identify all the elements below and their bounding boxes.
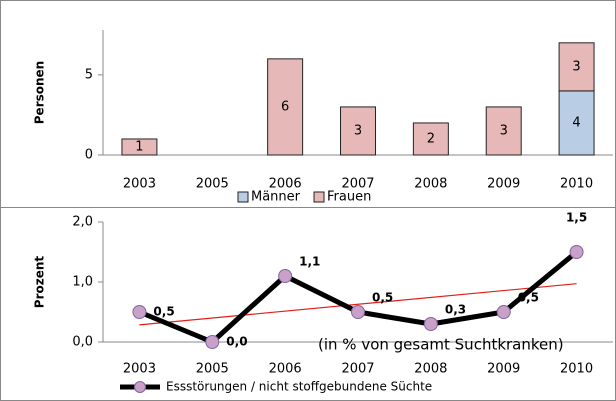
trendline bbox=[139, 283, 577, 326]
bar bbox=[485, 106, 522, 156]
data-label: 0,5 bbox=[153, 305, 174, 319]
frame-top bbox=[0, 0, 616, 208]
data-label: 1,1 bbox=[299, 255, 320, 269]
marker bbox=[205, 335, 220, 349]
marker bbox=[496, 305, 511, 319]
y-axis-label: Prozent bbox=[33, 256, 47, 309]
y-axis-label: Personen bbox=[33, 61, 47, 124]
data-label: 4 bbox=[572, 115, 580, 130]
bar bbox=[340, 106, 376, 156]
marker bbox=[569, 245, 584, 259]
x-tick-label: 2009 bbox=[487, 362, 520, 377]
bar bbox=[558, 90, 595, 156]
annotation: (in % von gesamt Suchtkranken) bbox=[318, 336, 564, 354]
legend-marker bbox=[134, 381, 146, 393]
bar bbox=[121, 138, 158, 156]
data-label: 6 bbox=[281, 99, 289, 114]
x-tick-label: 2003 bbox=[123, 177, 156, 192]
x-tick-label: 2008 bbox=[414, 177, 447, 192]
legend-swatch bbox=[237, 191, 249, 203]
y-tick-label: 0,0 bbox=[72, 335, 93, 350]
bar bbox=[412, 122, 449, 156]
marker bbox=[278, 269, 293, 283]
x-tick-label: 2005 bbox=[196, 177, 229, 192]
x-tick-label: 2007 bbox=[341, 177, 374, 192]
x-tick-label: 2006 bbox=[269, 362, 302, 377]
x-tick-label: 2010 bbox=[560, 177, 593, 192]
data-label: 3 bbox=[500, 123, 508, 138]
bar bbox=[558, 42, 595, 92]
data-label: 0,3 bbox=[445, 303, 466, 317]
line bbox=[138, 250, 579, 345]
legend-label: Frauen bbox=[327, 190, 371, 205]
data-label: 0,5 bbox=[518, 291, 539, 305]
x-tick-label: 2010 bbox=[560, 362, 593, 377]
x-tick-label: 2007 bbox=[341, 362, 374, 377]
x-tick-label: 2008 bbox=[414, 362, 447, 377]
marker bbox=[351, 305, 365, 319]
data-label: 3 bbox=[572, 59, 580, 74]
data-label: 0,5 bbox=[372, 291, 393, 305]
bar bbox=[267, 58, 304, 156]
legend-label: Männer bbox=[251, 190, 301, 205]
y-tick-label: 5 bbox=[85, 67, 93, 82]
marker bbox=[423, 317, 438, 331]
marker bbox=[132, 305, 147, 319]
data-label: 2 bbox=[427, 131, 435, 146]
data-label: 0,0 bbox=[226, 335, 247, 349]
legend-swatch bbox=[313, 191, 325, 203]
data-label: 1 bbox=[135, 139, 143, 154]
y-tick-label: 0 bbox=[85, 148, 93, 163]
data-label: 3 bbox=[354, 123, 362, 138]
x-tick-label: 2003 bbox=[123, 362, 156, 377]
legend-label: Essstörungen / nicht stoffgebundene Süch… bbox=[166, 380, 432, 394]
x-tick-label: 2009 bbox=[487, 177, 520, 192]
x-tick-label: 2005 bbox=[196, 362, 229, 377]
x-tick-label: 2006 bbox=[269, 177, 302, 192]
data-label: 1,5 bbox=[566, 211, 587, 225]
y-tick-label: 2,0 bbox=[72, 215, 93, 230]
y-tick-label: 1,0 bbox=[72, 275, 93, 290]
